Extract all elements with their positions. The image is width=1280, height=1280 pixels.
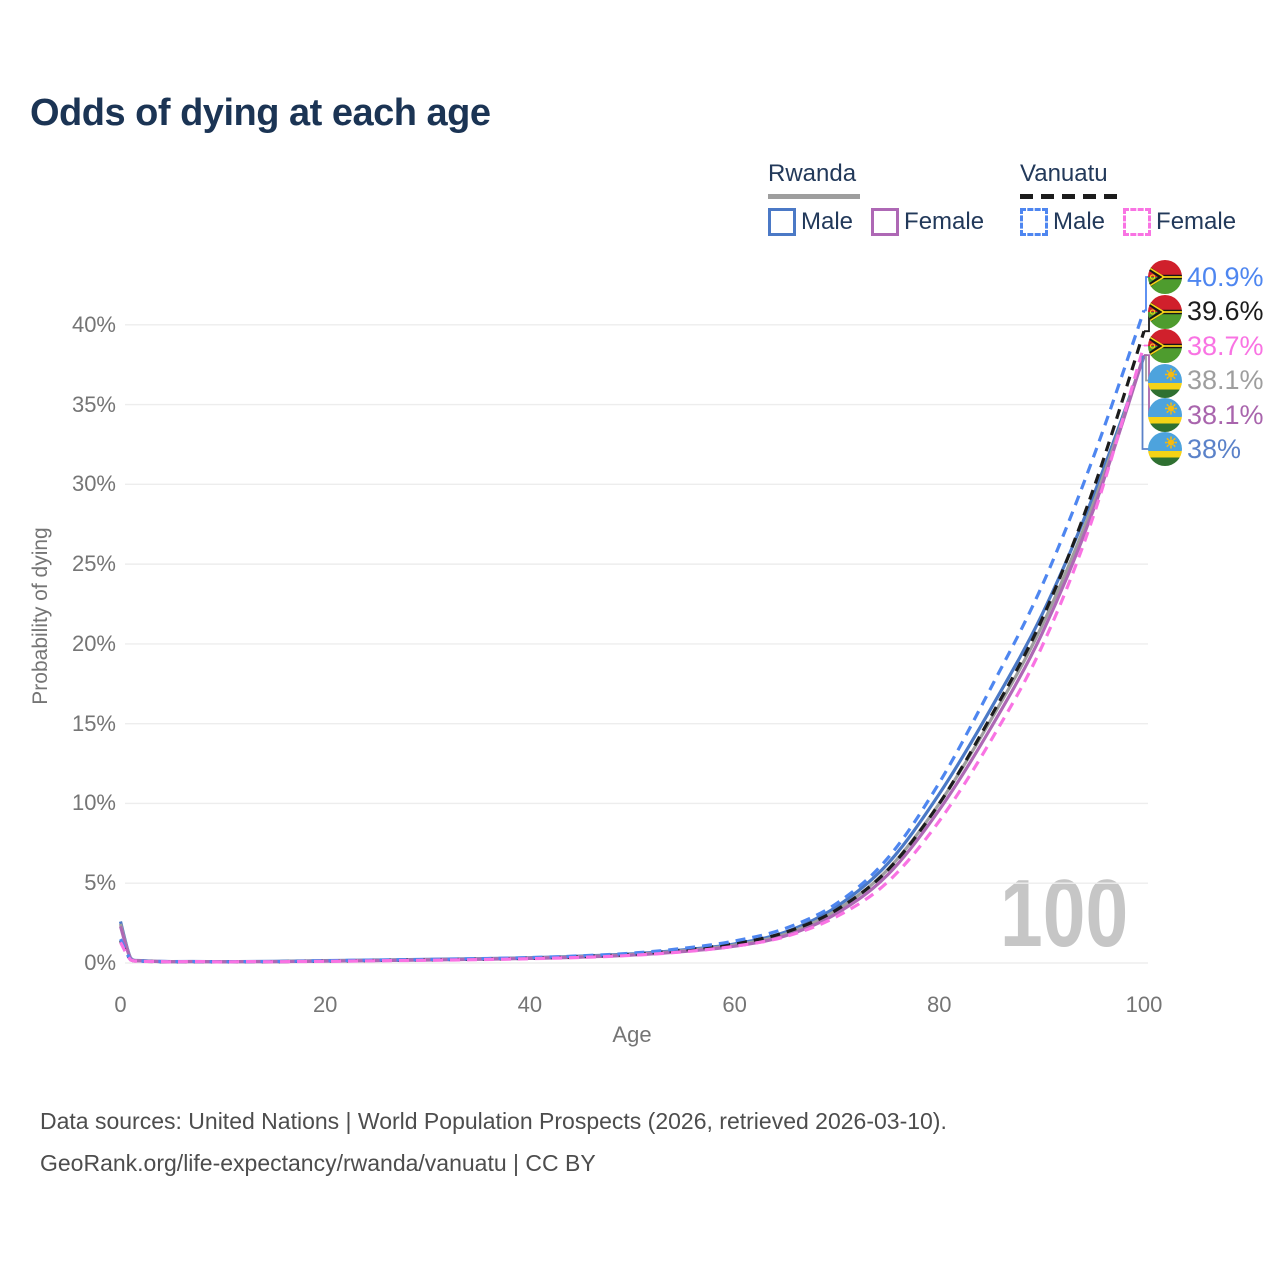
end-label-row: 38.1% [1148,363,1264,398]
x-tick-label: 80 [927,992,952,1017]
rwanda-flag-icon [1148,432,1182,466]
legend-group-rwanda: Rwanda Male Female [768,160,984,236]
end-value: 38.1% [1187,399,1264,430]
end-value: 38.1% [1187,365,1264,395]
legend-group-vanuatu: Vanuatu Male Female [1020,160,1236,236]
end-label-row: 40.9% [1148,260,1264,294]
legend-country-rwanda[interactable]: Rwanda [768,160,857,187]
page-title: Odds of dying at each age [30,92,491,134]
series-line-rwanda-total[interactable] [118,354,1146,964]
legend-item-label: Female [1156,208,1237,235]
series-line-vanuatu-total[interactable] [119,330,1146,964]
x-tick-label: 40 [517,992,543,1017]
vanuatu-male-swatch-icon [1020,208,1048,236]
x-axis-title: Age [612,1022,652,1047]
y-tick-label: 40% [71,311,116,337]
y-tick-label: 5% [84,870,116,896]
legend-underline-dashed [1020,194,1120,199]
end-value: 40.9% [1187,261,1264,292]
y-tick-label: 0% [84,950,116,975]
series-line-rwanda-female[interactable] [118,354,1146,964]
legend-item-vanuatu-female[interactable]: Female [1123,208,1236,236]
legend-item-label: Male [801,208,854,235]
data-sources-line: Data sources: United Nations | World Pop… [40,1108,947,1134]
x-tick-label: 20 [312,992,338,1017]
attribution-line: GeoRank.org/life-expectancy/rwanda/vanua… [40,1150,596,1176]
vanuatu-flag-icon [1148,329,1182,363]
y-tick-label: 30% [71,471,116,497]
series-line-rwanda-male[interactable] [118,356,1146,964]
vanuatu-female-swatch-icon [1123,208,1152,236]
x-tick-label: 0 [114,992,127,1017]
legend-item-rwanda-male[interactable]: Male [768,208,853,236]
legend-country-vanuatu[interactable]: Vanuatu [1020,160,1108,187]
label-connector [1141,355,1150,450]
rwanda-female-swatch-icon [871,208,900,236]
y-tick-label: 15% [71,710,116,736]
end-value: 39.6% [1187,296,1264,326]
x-tick-label: 60 [722,992,747,1017]
end-label-row: 38% [1148,432,1241,466]
y-tick-label: 10% [71,790,116,816]
x-tick-label: 100 [1125,992,1163,1017]
line-chart [118,276,1153,964]
legend-item-label: Male [1053,208,1106,235]
legend-item-vanuatu-male[interactable]: Male [1020,208,1105,236]
rwanda-flag-icon [1148,398,1182,432]
y-tick-label: 20% [71,630,116,656]
end-value: 38.7% [1187,330,1264,361]
end-label-row: 38.7% [1148,329,1264,363]
end-value: 38% [1187,433,1242,464]
legend-underline-solid [768,194,860,199]
end-label-row: 39.6% [1148,294,1264,329]
rwanda-flag-icon [1148,363,1182,398]
age-counter-watermark: 100 [999,860,1128,967]
y-tick-label: 25% [71,551,116,577]
series-line-vanuatu-male[interactable] [119,309,1146,964]
rwanda-male-swatch-icon [768,208,796,236]
legend-item-label: Female [904,208,985,235]
series-line-vanuatu-female[interactable] [119,345,1146,964]
vanuatu-flag-icon [1148,294,1182,329]
end-label-row: 38.1% [1148,398,1264,432]
vanuatu-flag-icon [1148,260,1182,294]
legend-item-rwanda-female[interactable]: Female [871,208,984,236]
y-tick-label: 35% [71,391,116,417]
